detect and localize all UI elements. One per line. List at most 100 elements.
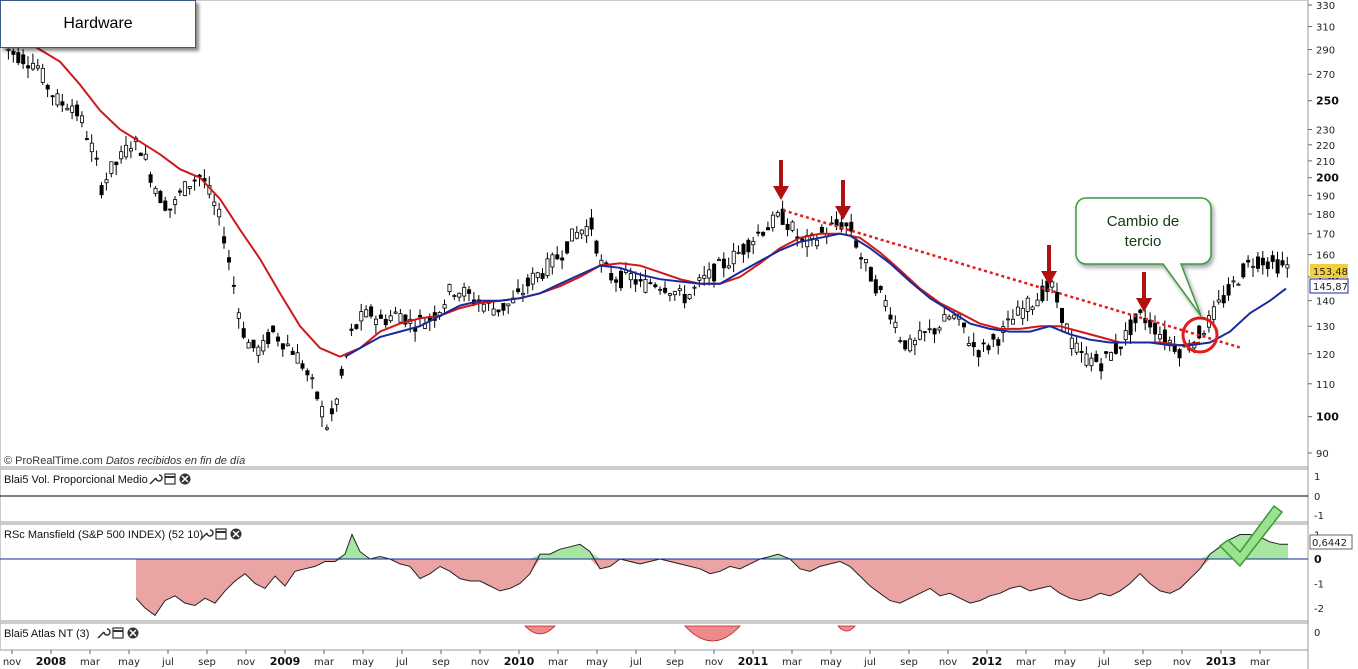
price-tick-label: 330 (1316, 1, 1335, 12)
candle (1035, 299, 1040, 307)
candle (261, 340, 266, 352)
check-icon (1218, 504, 1284, 568)
wrench-icon[interactable] (97, 628, 111, 639)
price-tick-label: 110 (1316, 380, 1335, 391)
time-tick-label: 2011 (738, 655, 769, 668)
candle (1202, 333, 1207, 336)
candle (579, 229, 584, 235)
candle (457, 292, 462, 298)
candle (1030, 306, 1035, 311)
candle (378, 314, 383, 319)
candle (917, 330, 922, 340)
candle (168, 208, 173, 211)
price-candles (1, 43, 1290, 431)
candle (741, 243, 746, 255)
candle (89, 142, 94, 153)
credit: © ProRealTime.com Datos recibidos en fin… (4, 455, 245, 467)
rsc-negative-area (136, 559, 1288, 616)
candle (530, 272, 535, 285)
down-arrow-icon (1041, 245, 1057, 285)
time-tick-label: nov (1173, 657, 1191, 668)
candle (761, 231, 766, 236)
candle (1162, 329, 1167, 343)
candle (1211, 306, 1216, 320)
time-tick-label: sep (198, 657, 216, 668)
candle (1256, 256, 1261, 269)
candle (619, 270, 624, 289)
candle (369, 306, 374, 317)
candle (756, 231, 761, 234)
candle (878, 285, 883, 291)
breakout-circle (1181, 316, 1219, 354)
candle (609, 273, 614, 281)
candle (413, 328, 418, 332)
rsc-tick-label: 0 (1314, 553, 1322, 566)
candle (751, 240, 756, 246)
wrench-icon[interactable] (149, 474, 163, 485)
candle (736, 251, 741, 254)
candle (21, 54, 26, 65)
time-tick-label: sep (432, 657, 450, 668)
rsc-histogram (135, 533, 1288, 617)
last-price-value: 153,48 (1313, 267, 1348, 278)
price-tick-label: 120 (1316, 350, 1335, 361)
window-icon[interactable] (215, 528, 227, 540)
chart-title: Hardware (0, 0, 196, 48)
price-tick-label: 200 (1316, 172, 1339, 185)
candle (540, 273, 545, 279)
candle (1025, 297, 1030, 312)
candle (1241, 263, 1246, 278)
candle (594, 240, 599, 254)
price-axis: 330 310 290 270 250 230 220 210 200 190 180 170 160 1… (1308, 1, 1339, 460)
price-tick-label: 190 (1316, 191, 1335, 202)
candle (854, 240, 859, 248)
volume-panel-label: Blai5 Vol. Proporcional Medio (4, 474, 148, 486)
candle (947, 316, 952, 320)
price-tick-label: 130 (1316, 322, 1335, 333)
candle (1260, 257, 1265, 266)
window-icon[interactable] (112, 627, 124, 639)
candle (574, 231, 579, 239)
candle (251, 339, 256, 349)
time-tick-label: jul (1097, 657, 1110, 668)
candle (349, 328, 354, 331)
candle (320, 406, 325, 418)
candle (496, 309, 501, 313)
price-tick-label: 100 (1316, 411, 1339, 424)
time-tick-label: 2010 (504, 655, 535, 668)
candle (712, 263, 717, 282)
candle (45, 84, 50, 90)
candle (138, 152, 143, 156)
volume-tick-label: 0 (1314, 492, 1320, 503)
candle (109, 161, 114, 174)
candle (275, 336, 280, 342)
candle (305, 370, 310, 376)
candle (971, 342, 976, 348)
candle (1158, 334, 1163, 340)
candle (868, 267, 873, 282)
candle (516, 288, 521, 293)
window-icon[interactable] (164, 473, 176, 485)
candle (962, 322, 967, 328)
down-arrow-icon (773, 160, 789, 200)
atlas-negative-area (837, 625, 856, 632)
candle (873, 279, 878, 294)
candle (1236, 283, 1241, 286)
candle (545, 258, 550, 277)
time-tick-label: may (820, 657, 842, 668)
rsc-panel-controls[interactable] (200, 528, 242, 540)
candle (746, 239, 751, 253)
candle (388, 315, 393, 322)
candle (447, 284, 452, 292)
volume-panel-controls[interactable] (149, 473, 191, 485)
callout-cambio-de-tercio: Cambio de tercio (1075, 197, 1212, 317)
candle (731, 250, 736, 265)
candle (976, 350, 981, 358)
candle (775, 212, 780, 217)
candle (937, 327, 942, 331)
candle (153, 187, 158, 194)
candle (589, 217, 594, 230)
wrench-icon[interactable] (200, 529, 214, 540)
candle (35, 65, 40, 69)
atlas-panel-controls[interactable] (97, 627, 139, 639)
